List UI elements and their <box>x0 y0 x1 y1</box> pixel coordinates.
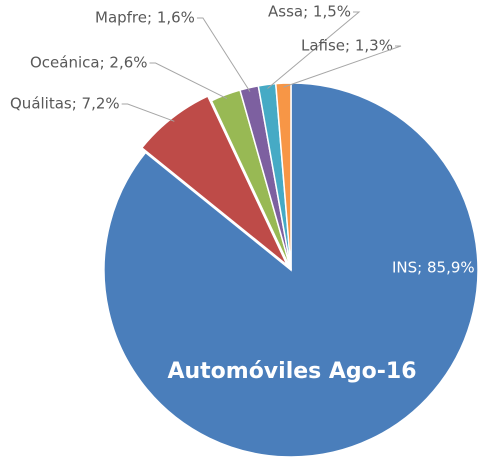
data-label: Quálitas; 7,2% <box>10 95 120 113</box>
leader-line <box>149 62 228 100</box>
data-label: Assa; 1,5% <box>268 3 351 21</box>
data-label: Mapfre; 1,6% <box>95 9 195 27</box>
data-label: Oceánica; 2,6% <box>30 54 148 72</box>
chart-title: Automóviles Ago-16 <box>167 359 416 384</box>
pie-slice <box>274 82 292 271</box>
pie-slice <box>140 95 288 266</box>
data-label: Lafise; 1,3% <box>301 37 393 55</box>
leader-line <box>121 103 175 122</box>
leader-line <box>267 11 361 89</box>
leader-line <box>283 45 402 88</box>
leader-line <box>196 17 251 92</box>
data-label: INS; 85,9% <box>392 259 475 277</box>
